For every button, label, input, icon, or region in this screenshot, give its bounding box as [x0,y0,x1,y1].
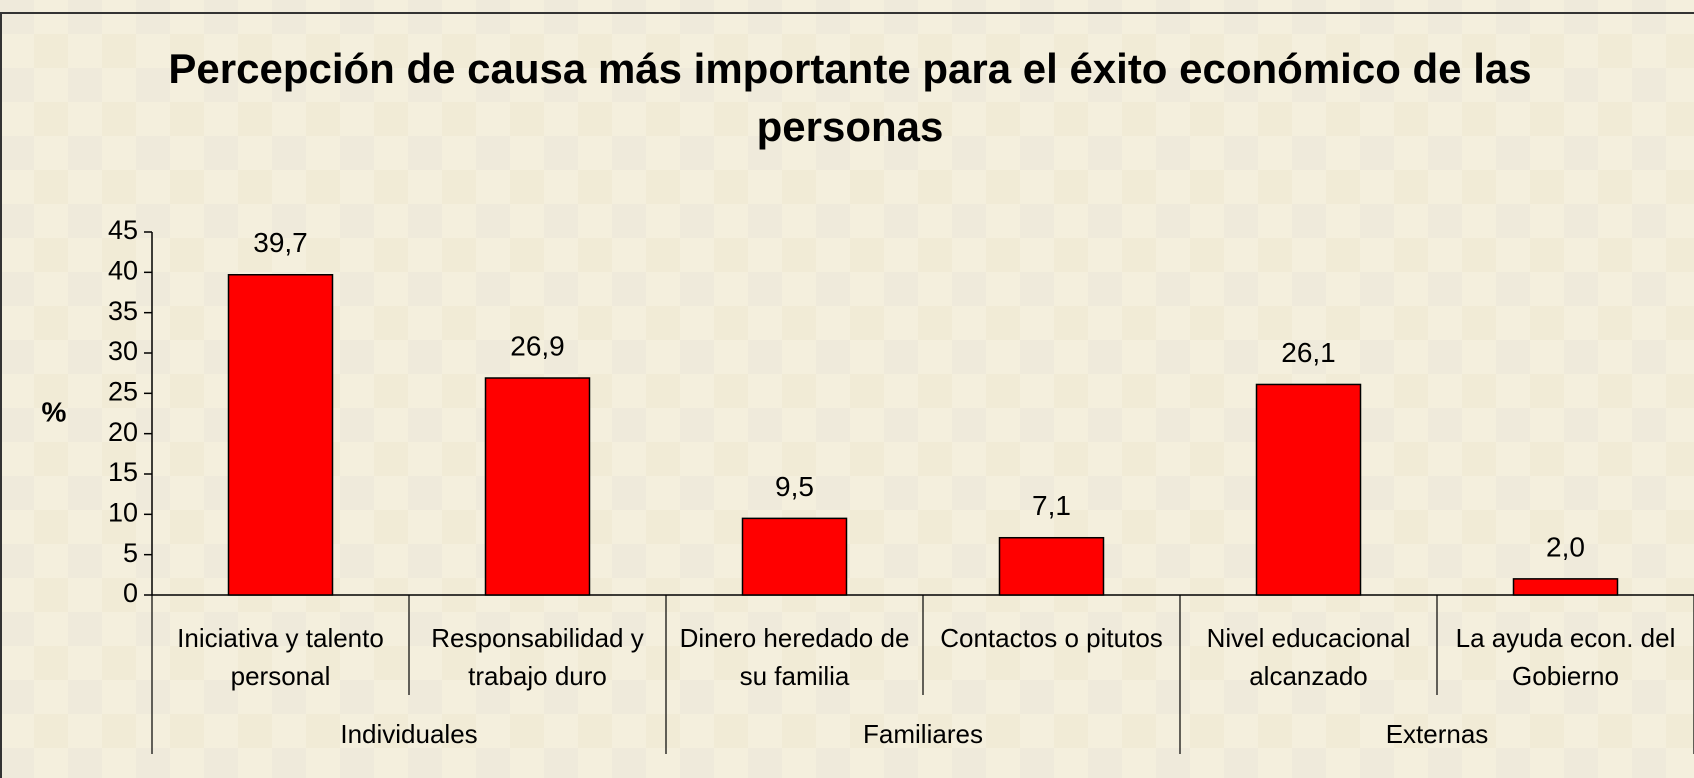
x-tick-label: Nivel educacional alcanzado [1206,623,1411,691]
x-tick-label: Responsabilidad y trabajo duro [431,623,644,691]
value-label: 2,0 [1546,531,1585,562]
x-tick-label: La ayuda econ. del Gobierno [1455,623,1676,691]
group-label: Familiares [863,719,983,749]
y-tick-label: 25 [108,376,138,406]
y-tick-label: 5 [123,538,138,568]
bar [741,517,848,596]
frame [0,12,1694,778]
y-tick-label: 30 [108,336,138,366]
bar [998,536,1105,596]
chart-title: Percepción de causa más importante para … [168,45,1532,150]
y-tick-label: 40 [108,255,138,285]
value-label: 39,7 [253,227,308,258]
y-tick-label: 0 [123,578,138,608]
x-tick-label: Iniciativa y talento personal [177,623,384,691]
x-tick-label: Dinero heredado de su familia [679,623,910,691]
value-label: 7,1 [1032,490,1071,521]
y-axis-label: % [42,396,67,427]
y-tick-label: 45 [108,215,138,245]
bar [484,377,591,596]
bar [227,274,334,596]
y-tick-label: 20 [108,417,138,447]
y-tick-label: 10 [108,497,138,527]
bar [1255,383,1362,596]
y-tick-label: 35 [108,296,138,326]
value-label: 26,1 [1281,337,1336,368]
group-label: Individuales [340,719,477,749]
value-label: 26,9 [510,330,565,361]
y-tick-label: 15 [108,457,138,487]
group-label: Externas [1386,719,1489,749]
x-tick-label: Contactos o pitutos [940,623,1163,653]
value-label: 9,5 [775,471,814,502]
bar [1512,578,1619,596]
